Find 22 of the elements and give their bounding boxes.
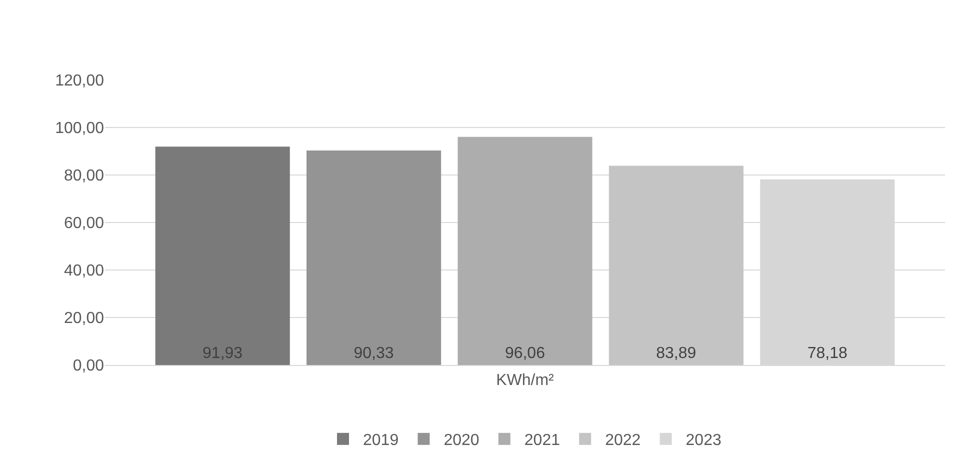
legend-label: 2022 bbox=[605, 432, 641, 450]
data-label: 96,06 bbox=[504, 345, 546, 362]
data-label: 78,18 bbox=[807, 345, 848, 362]
legend-label: 2020 bbox=[444, 432, 480, 450]
bar bbox=[306, 150, 442, 365]
bar bbox=[608, 166, 744, 365]
y-tick-label: 0,00 bbox=[72, 358, 104, 375]
legend-label: 2023 bbox=[686, 432, 722, 450]
y-tick-label: 100,00 bbox=[55, 120, 104, 138]
y-tick-label: 120,00 bbox=[55, 72, 104, 90]
legend-label: 2019 bbox=[363, 432, 399, 450]
bar bbox=[458, 136, 592, 365]
data-label: 91,93 bbox=[202, 345, 243, 362]
y-tick-label: 40,00 bbox=[64, 262, 104, 280]
x-tick-label: KWh/m² bbox=[496, 372, 555, 390]
data-label: 90,33 bbox=[354, 345, 394, 362]
legend-label: 2021 bbox=[524, 432, 560, 450]
y-tick-label: 80,00 bbox=[64, 168, 104, 185]
bar bbox=[155, 146, 290, 365]
data-label: 83,89 bbox=[656, 345, 696, 362]
y-tick-label: 20,00 bbox=[64, 310, 104, 328]
y-tick-label: 60,00 bbox=[64, 215, 104, 232]
